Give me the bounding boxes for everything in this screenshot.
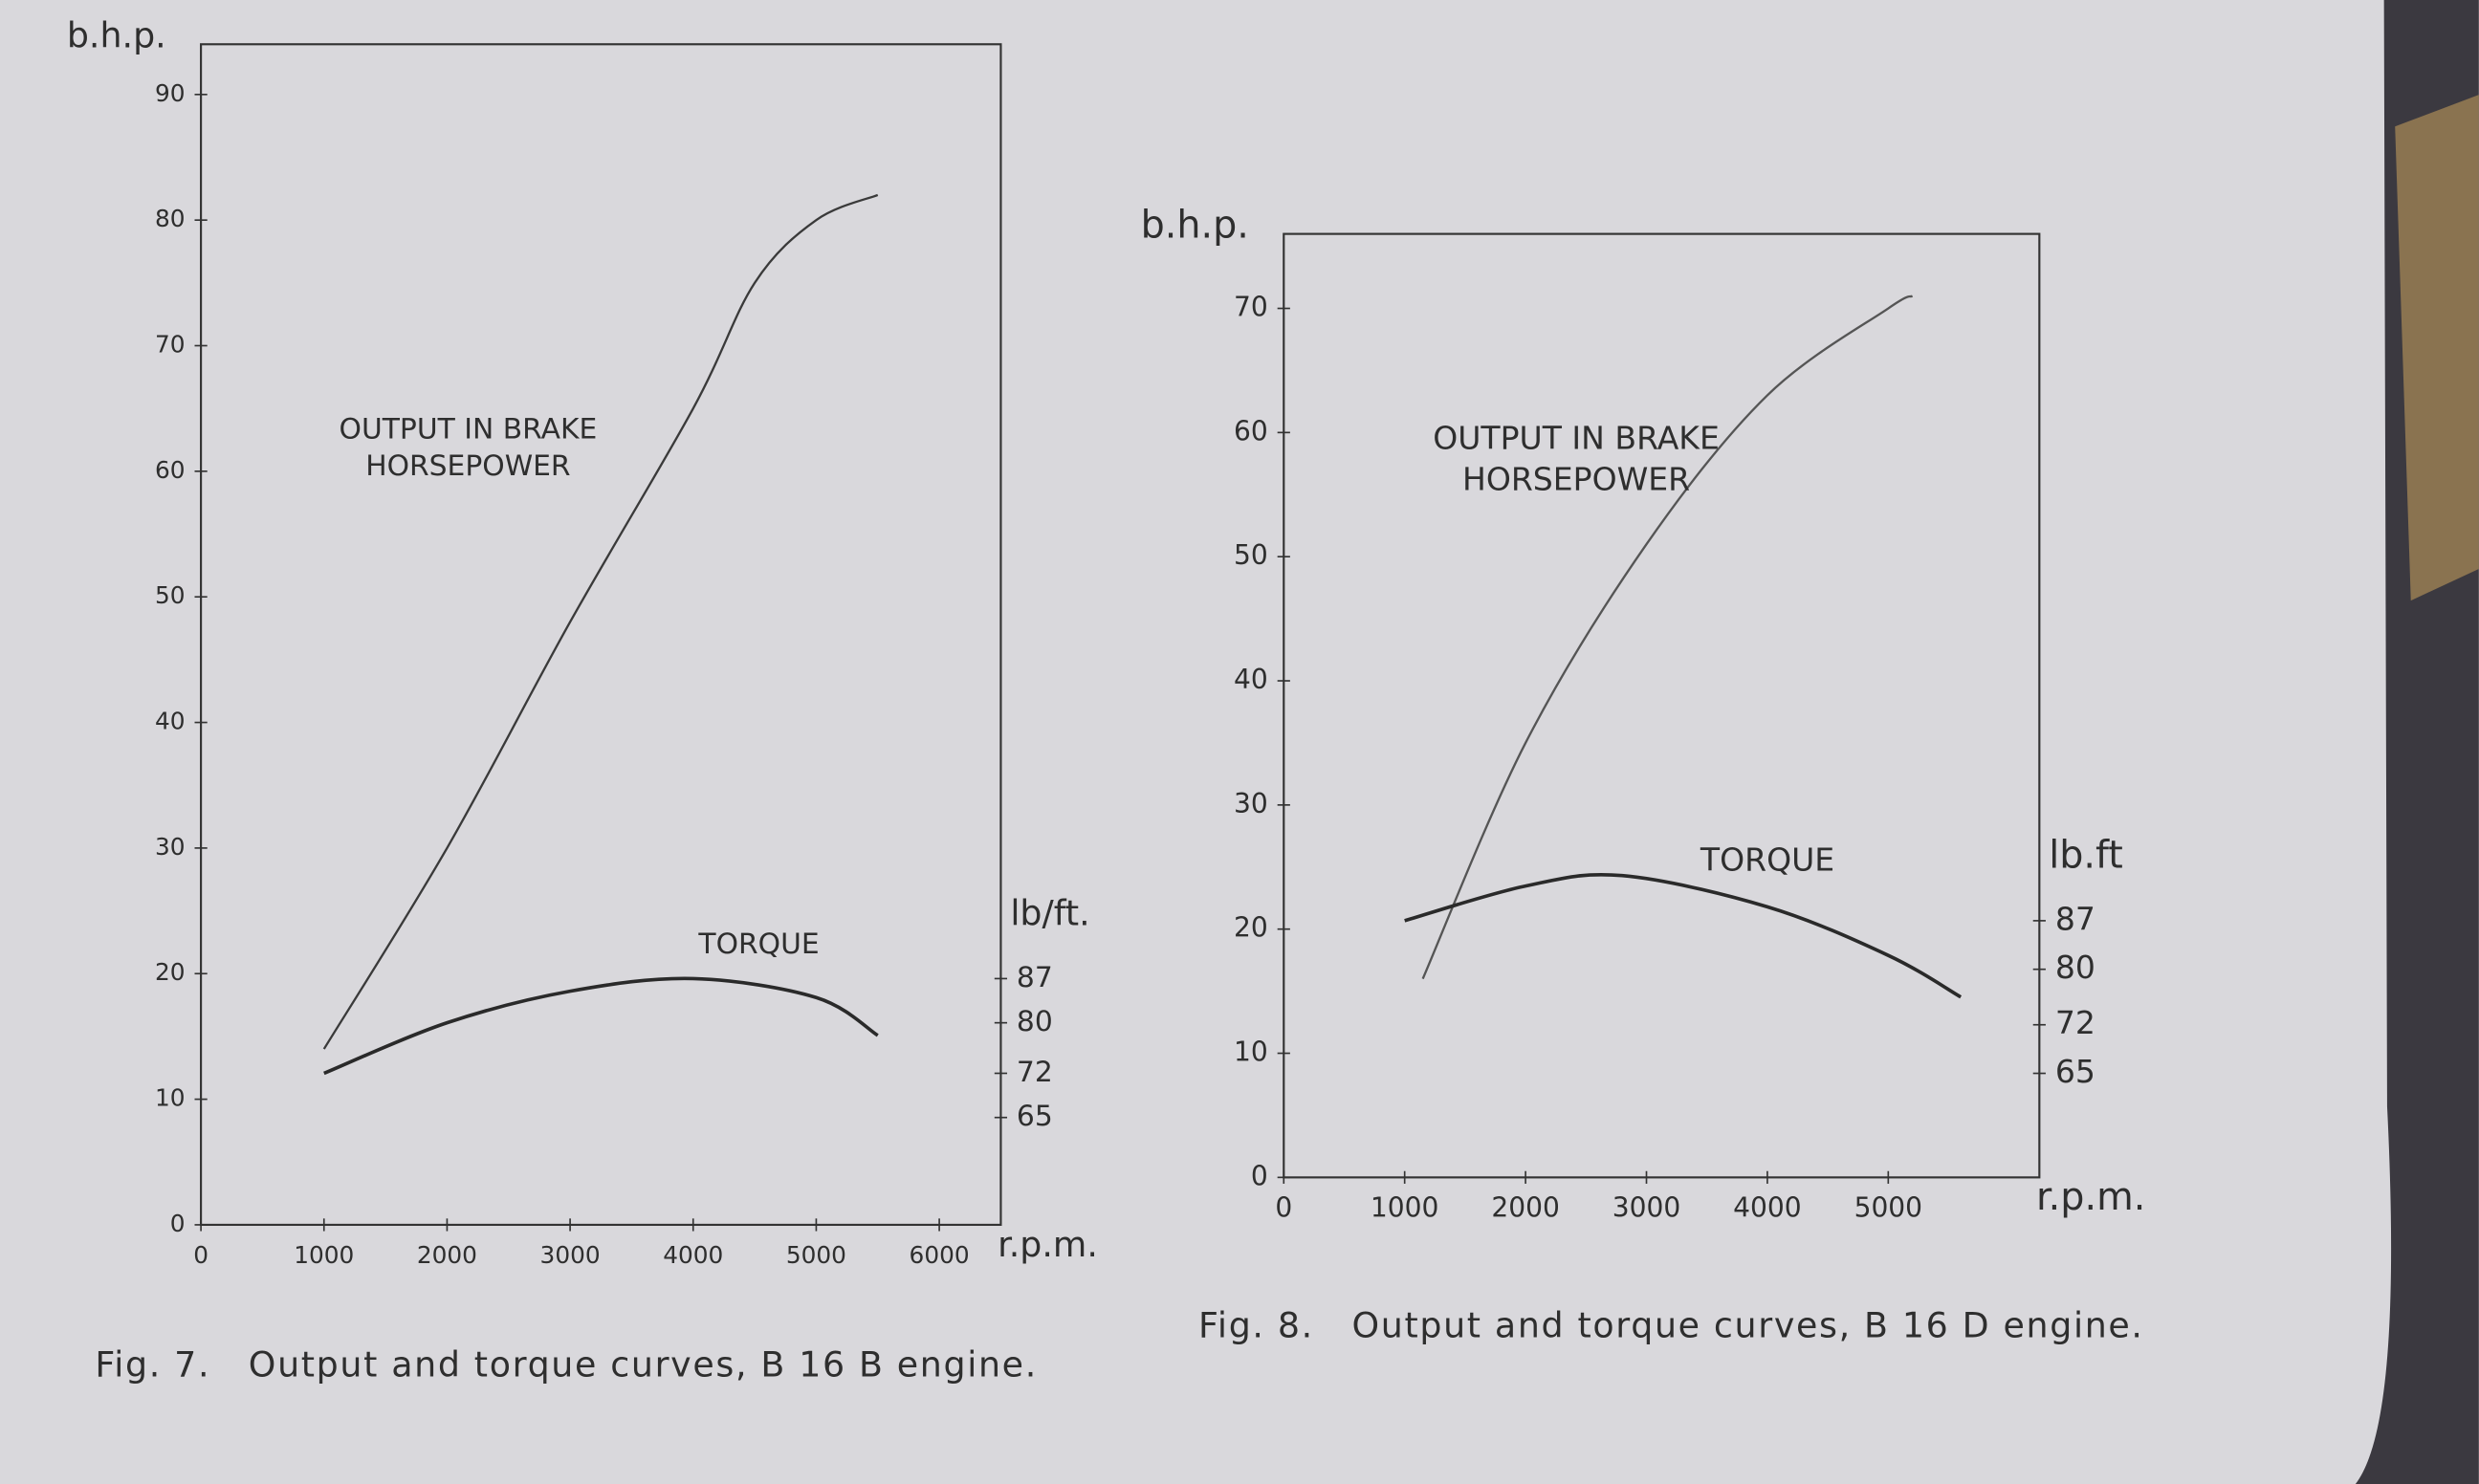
- y-tick-label: 40: [1234, 664, 1268, 695]
- figure-caption: Fig. 7. Output and torque curves, B 16 B…: [95, 1344, 1038, 1386]
- background-object: [2395, 95, 2479, 601]
- y-tick-label: 80: [155, 205, 186, 232]
- plot-frame: [200, 43, 1002, 1227]
- x-tick-label: 5000: [786, 1241, 846, 1269]
- x-tick-label: 3000: [1612, 1191, 1680, 1223]
- y-axis-title: b.h.p.: [67, 15, 166, 56]
- x-axis-title: r.p.m.: [998, 1224, 1098, 1265]
- series-label: OUTPUT IN BRAKE HORSEPOWER: [340, 412, 598, 483]
- y-tick-label: 0: [170, 1210, 186, 1237]
- series-label: OUTPUT IN BRAKE HORSEPOWER: [1433, 419, 1720, 497]
- y-tick-label: 50: [1234, 539, 1268, 571]
- y-tick-label: 60: [1234, 415, 1268, 447]
- y-axis-title: b.h.p.: [1141, 204, 1249, 248]
- x-tick-label: 3000: [540, 1241, 601, 1269]
- y-tick-label: 10: [1234, 1037, 1268, 1068]
- x-tick-label: 0: [193, 1241, 208, 1269]
- y2-tick-label: 87: [1017, 961, 1053, 994]
- series-label: TORQUE: [697, 928, 819, 961]
- y2-tick-label: 65: [1017, 1100, 1053, 1133]
- y2-tick-label: 80: [1017, 1005, 1053, 1038]
- y2-tick-label: 65: [2055, 1053, 2095, 1090]
- y-tick-label: 70: [1234, 292, 1268, 323]
- x-tick-label: 1000: [1371, 1191, 1438, 1223]
- data-line: [1421, 295, 1914, 980]
- y2-tick-label: 80: [2055, 949, 2095, 986]
- y-tick-label: 0: [1251, 1160, 1268, 1191]
- y-tick-label: 50: [155, 581, 186, 609]
- x-tick-label: 4000: [663, 1241, 723, 1269]
- y2-tick-label: 72: [1017, 1056, 1053, 1089]
- x-axis-title: r.p.m.: [2036, 1175, 2145, 1219]
- data-line: [323, 976, 879, 1076]
- plot-frame: [1283, 232, 2041, 1179]
- y2-tick-label: 72: [2055, 1004, 2095, 1041]
- figure-caption: Fig. 8. Output and torque curves, B 16 D…: [1198, 1304, 2144, 1345]
- x-tick-label: 5000: [1854, 1191, 1922, 1223]
- y-tick-label: 20: [1234, 912, 1268, 944]
- y-tick-label: 90: [155, 79, 186, 107]
- y-tick-label: 40: [155, 708, 186, 735]
- data-line: [1404, 872, 1963, 999]
- y-tick-label: 30: [1234, 788, 1268, 819]
- x-tick-label: 2000: [417, 1241, 477, 1269]
- y2-tick-label: 87: [2055, 900, 2095, 937]
- y2-axis-title: lb/ft.: [1010, 892, 1089, 933]
- x-tick-label: 0: [1275, 1191, 1292, 1223]
- y-tick-label: 70: [155, 331, 186, 359]
- y2-axis-title: lb.ft: [2049, 833, 2123, 877]
- data-line: [322, 193, 879, 1050]
- x-tick-label: 2000: [1491, 1191, 1559, 1223]
- y-tick-label: 10: [155, 1084, 186, 1112]
- y-tick-label: 20: [155, 958, 186, 986]
- y-tick-label: 60: [155, 456, 186, 484]
- x-tick-label: 6000: [910, 1241, 970, 1269]
- x-tick-label: 4000: [1733, 1191, 1801, 1223]
- series-label: TORQUE: [1700, 840, 1834, 878]
- x-tick-label: 1000: [294, 1241, 354, 1269]
- y-tick-label: 30: [155, 833, 186, 861]
